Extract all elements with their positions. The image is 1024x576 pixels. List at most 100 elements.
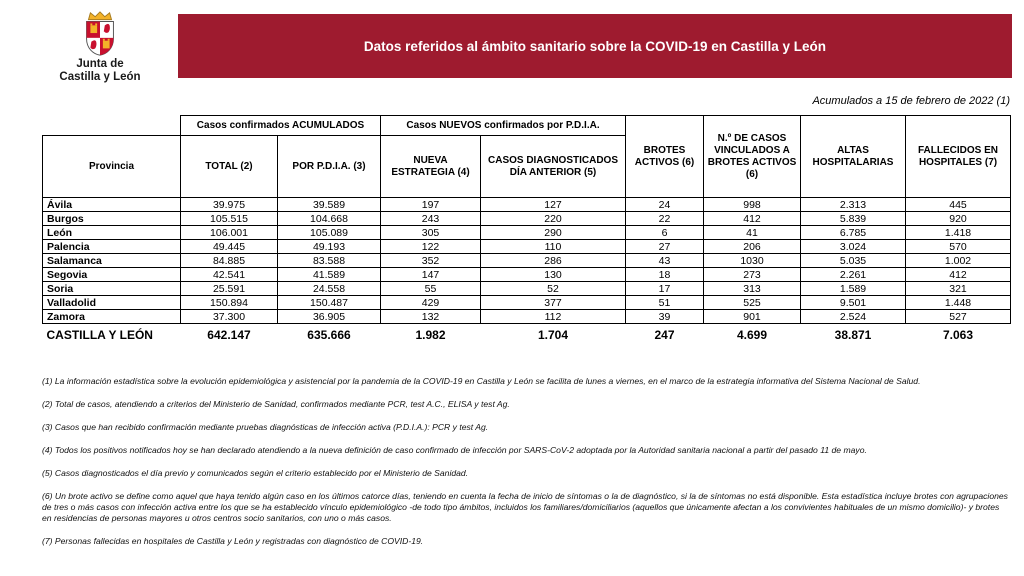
- province-cell: Palencia: [42, 239, 181, 254]
- value-cell: 55: [380, 281, 481, 296]
- covid-data-table: Casos confirmados ACUMULADOS Casos NUEVO…: [42, 115, 1012, 342]
- value-cell: 1.418: [905, 225, 1012, 240]
- table-row: Burgos 105.515 104.668 243 220 22 412 5.839 920: [42, 211, 1012, 226]
- value-cell: 321: [905, 281, 1012, 296]
- value-cell: 1.589: [800, 281, 907, 296]
- col-header-new-strategy: NUEVA ESTRATEGIA (4): [380, 135, 481, 198]
- value-cell: 6: [625, 225, 705, 240]
- province-cell: Zamora: [42, 309, 181, 324]
- total-row: CASTILLA Y LEÓN 642.147 635.666 1.982 1.…: [43, 324, 1011, 342]
- value-cell: 527: [905, 309, 1012, 324]
- page-title: Datos referidos al ámbito sanitario sobr…: [363, 38, 827, 54]
- value-cell: 525: [703, 295, 802, 310]
- value-cell: 6.785: [800, 225, 907, 240]
- value-cell: 36.905: [277, 309, 381, 324]
- value-cell: 39: [625, 309, 705, 324]
- value-cell: 132: [380, 309, 481, 324]
- col-header-outbreak-cases: N.º DE CASOS VINCULADOS A BROTES ACTIVOS…: [703, 115, 802, 198]
- province-cell: León: [42, 225, 181, 240]
- total-value: 38.871: [834, 328, 872, 342]
- total-value: 635.666: [307, 328, 351, 342]
- table-body: Ávila 39.975 39.589 197 127 24 998 2.313 445 Burg…: [42, 197, 1012, 324]
- value-cell: 39.589: [277, 197, 381, 212]
- value-cell: 83.588: [277, 253, 381, 268]
- col-header-hospital-deaths: FALLECIDOS EN HOSPITALES (7): [905, 115, 1012, 198]
- province-cell: Salamanca: [42, 253, 181, 268]
- report-header: Junta de Castilla y León Datos referidos…: [0, 0, 1024, 88]
- footnote: (1) La información estadística sobre la …: [42, 376, 921, 386]
- title-banner: Datos referidos al ámbito sanitario sobr…: [178, 14, 1012, 78]
- value-cell: 18: [625, 267, 705, 282]
- ghost-cell: [43, 116, 181, 136]
- accumulated-date-note: Acumulados a 15 de febrero de 2022 (1): [812, 95, 1010, 107]
- value-cell: 313: [703, 281, 802, 296]
- value-cell: 105.089: [277, 225, 381, 240]
- value-cell: 377: [479, 295, 627, 310]
- table-row: Zamora 37.300 36.905 132 112 39 901 2.524 527: [42, 309, 1012, 324]
- value-cell: 122: [380, 239, 481, 254]
- group-header-row: Casos confirmados ACUMULADOS Casos NUEVO…: [43, 115, 1012, 198]
- total-value: 642.147: [207, 328, 251, 342]
- value-cell: 150.894: [180, 295, 278, 310]
- table-row: Ávila 39.975 39.589 197 127 24 998 2.313 445: [42, 197, 1012, 212]
- value-cell: 273: [703, 267, 802, 282]
- value-cell: 25.591: [180, 281, 278, 296]
- footnote: (6) Un brote activo se define como aquel…: [42, 491, 1008, 523]
- value-cell: 147: [380, 267, 481, 282]
- col-header-diagnosed-previous-day: CASOS DIAGNOSTICADOS DÍA ANTERIOR (5): [479, 135, 627, 198]
- table-footer: CASTILLA Y LEÓN 642.147 635.666 1.982 1.…: [43, 324, 1011, 342]
- footnote: (2) Total de casos, atendiendo a criteri…: [42, 399, 510, 409]
- value-cell: 84.885: [180, 253, 278, 268]
- value-cell: 352: [380, 253, 481, 268]
- value-cell: 49.193: [277, 239, 381, 254]
- footnote: (5) Casos diagnosticados el día previo y…: [42, 468, 469, 478]
- value-cell: 197: [380, 197, 481, 212]
- value-cell: 24.558: [277, 281, 381, 296]
- value-cell: 998: [703, 197, 802, 212]
- value-cell: 127: [479, 197, 627, 212]
- table-row: Segovia 42.541 41.589 147 130 18 273 2.261 412: [42, 267, 1012, 282]
- footnote: (7) Personas fallecidas en hospitales de…: [42, 536, 424, 546]
- sub-header-row: Provincia TOTAL (2) POR P.D.I.A. (3) NUE…: [42, 135, 1011, 198]
- value-cell: 2.261: [800, 267, 907, 282]
- col-header-hospital-discharges: ALTAS HOSPITALARIAS: [800, 115, 907, 198]
- total-value: 1.982: [415, 328, 446, 342]
- province-cell: Ávila: [42, 197, 181, 212]
- value-cell: 243: [380, 211, 481, 226]
- value-cell: 41: [703, 225, 802, 240]
- value-cell: 2.313: [800, 197, 907, 212]
- value-cell: 41.589: [277, 267, 381, 282]
- footnote: (4) Todos los positivos notificados hoy …: [42, 445, 867, 455]
- value-cell: 43: [625, 253, 705, 268]
- table-row: Palencia 49.445 49.193 122 110 27 206 3.024 570: [42, 239, 1012, 254]
- value-cell: 2.524: [800, 309, 907, 324]
- total-label: CASTILLA Y LEÓN: [46, 328, 153, 342]
- value-cell: 27: [625, 239, 705, 254]
- value-cell: 52: [479, 281, 627, 296]
- province-cell: Burgos: [42, 211, 181, 226]
- table-row: Soria 25.591 24.558 55 52 17 313 1.589 321: [42, 281, 1012, 296]
- value-cell: 112: [479, 309, 627, 324]
- value-cell: 290: [479, 225, 627, 240]
- province-cell: Soria: [42, 281, 181, 296]
- value-cell: 5.839: [800, 211, 907, 226]
- value-cell: 305: [380, 225, 481, 240]
- value-cell: 920: [905, 211, 1012, 226]
- value-cell: 51: [625, 295, 705, 310]
- total-value: 4.699: [737, 328, 768, 342]
- value-cell: 106.001: [180, 225, 278, 240]
- logo-text-line1: Junta de: [76, 58, 124, 70]
- table-row: Salamanca 84.885 83.588 352 286 43 1030 5.035 1.…: [42, 253, 1012, 268]
- value-cell: 22: [625, 211, 705, 226]
- total-value: 1.704: [537, 328, 569, 342]
- value-cell: 286: [479, 253, 627, 268]
- value-cell: 1.448: [905, 295, 1012, 310]
- value-cell: 105.515: [180, 211, 278, 226]
- value-cell: 17: [625, 281, 705, 296]
- value-cell: 39.975: [180, 197, 278, 212]
- logo-text-line2: Castilla y León: [59, 71, 141, 83]
- col-header-total: TOTAL (2): [180, 135, 278, 198]
- total-value: 7.063: [943, 328, 974, 342]
- value-cell: 1.002: [905, 253, 1012, 268]
